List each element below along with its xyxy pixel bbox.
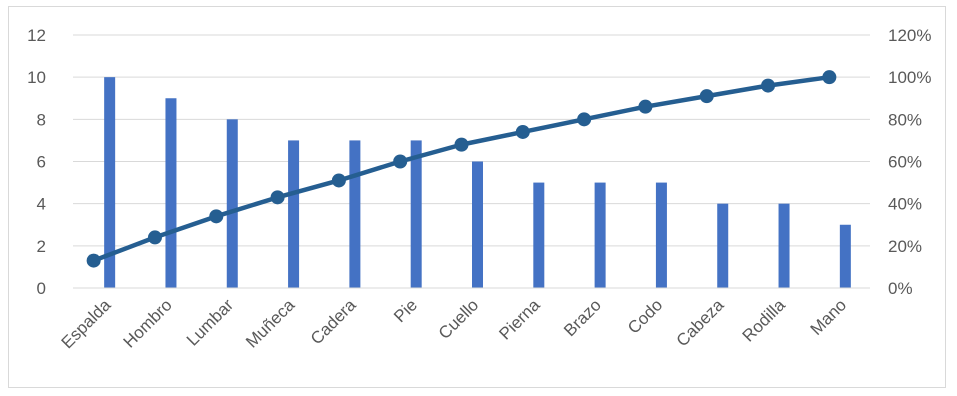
right-y-tick-label: 120% bbox=[888, 26, 931, 45]
bar bbox=[533, 182, 545, 288]
x-tick-label: Lumbar bbox=[183, 295, 237, 349]
x-tick-label: Muñeca bbox=[242, 295, 299, 352]
bar bbox=[410, 140, 422, 288]
x-tick-label: Cadera bbox=[307, 295, 360, 348]
line-point bbox=[699, 89, 714, 104]
bar bbox=[288, 140, 300, 288]
x-tick-label: Rodilla bbox=[739, 295, 790, 346]
x-tick-label: Cuello bbox=[435, 295, 483, 343]
line-point bbox=[577, 112, 592, 127]
x-tick-label: Hombro bbox=[120, 295, 176, 351]
bar bbox=[165, 98, 177, 288]
line-point bbox=[209, 209, 224, 224]
cumulative-line-series bbox=[86, 70, 837, 268]
bar bbox=[839, 224, 851, 288]
right-y-tick-label: 0% bbox=[888, 279, 913, 298]
right-y-tick-label: 20% bbox=[888, 237, 922, 256]
bar bbox=[778, 203, 790, 288]
x-tick-label: Mano bbox=[807, 295, 851, 339]
right-y-tick-label: 100% bbox=[888, 68, 931, 87]
right-y-tick-label: 60% bbox=[888, 153, 922, 172]
line-point bbox=[147, 230, 162, 245]
left-y-tick-label: 0 bbox=[37, 279, 46, 298]
line-point bbox=[638, 99, 653, 114]
x-tick-label: Pierna bbox=[495, 295, 544, 344]
bar bbox=[226, 119, 238, 288]
x-tick-label: Cabeza bbox=[673, 295, 728, 350]
right-y-tick-label: 80% bbox=[888, 110, 922, 129]
bar bbox=[717, 203, 729, 288]
line-point bbox=[331, 173, 346, 188]
right-y-axis: 0% 20% 40% 60% 80% 100% 120% bbox=[888, 26, 931, 298]
bar bbox=[349, 140, 361, 288]
line-point bbox=[761, 78, 776, 93]
left-y-tick-label: 4 bbox=[37, 195, 46, 214]
left-y-tick-label: 2 bbox=[37, 237, 46, 256]
left-y-tick-label: 8 bbox=[37, 110, 46, 129]
line-point bbox=[822, 70, 837, 85]
left-y-axis: 0 2 4 6 8 10 12 bbox=[27, 26, 46, 298]
bar-series bbox=[104, 77, 851, 289]
line-point bbox=[86, 253, 101, 268]
x-tick-label: Codo bbox=[624, 295, 666, 337]
gridlines bbox=[73, 34, 870, 289]
x-tick-label: Espalda bbox=[58, 295, 115, 352]
bar bbox=[594, 182, 606, 288]
line-point bbox=[393, 154, 408, 169]
x-axis: Espalda Hombro Lumbar Muñeca Cadera Pie Cuello… bbox=[58, 287, 870, 352]
chart-frame bbox=[8, 6, 946, 388]
line-point bbox=[454, 137, 469, 152]
x-tick-label: Brazo bbox=[560, 295, 605, 340]
line-point bbox=[270, 190, 285, 205]
left-y-tick-label: 6 bbox=[37, 153, 46, 172]
left-y-tick-label: 10 bbox=[27, 68, 46, 87]
x-tick-label: Pie bbox=[390, 295, 421, 326]
bar bbox=[472, 161, 483, 288]
bar bbox=[655, 182, 667, 288]
left-y-tick-label: 12 bbox=[27, 26, 46, 45]
bar bbox=[104, 77, 116, 289]
line-point bbox=[515, 124, 530, 139]
right-y-tick-label: 40% bbox=[888, 195, 922, 214]
